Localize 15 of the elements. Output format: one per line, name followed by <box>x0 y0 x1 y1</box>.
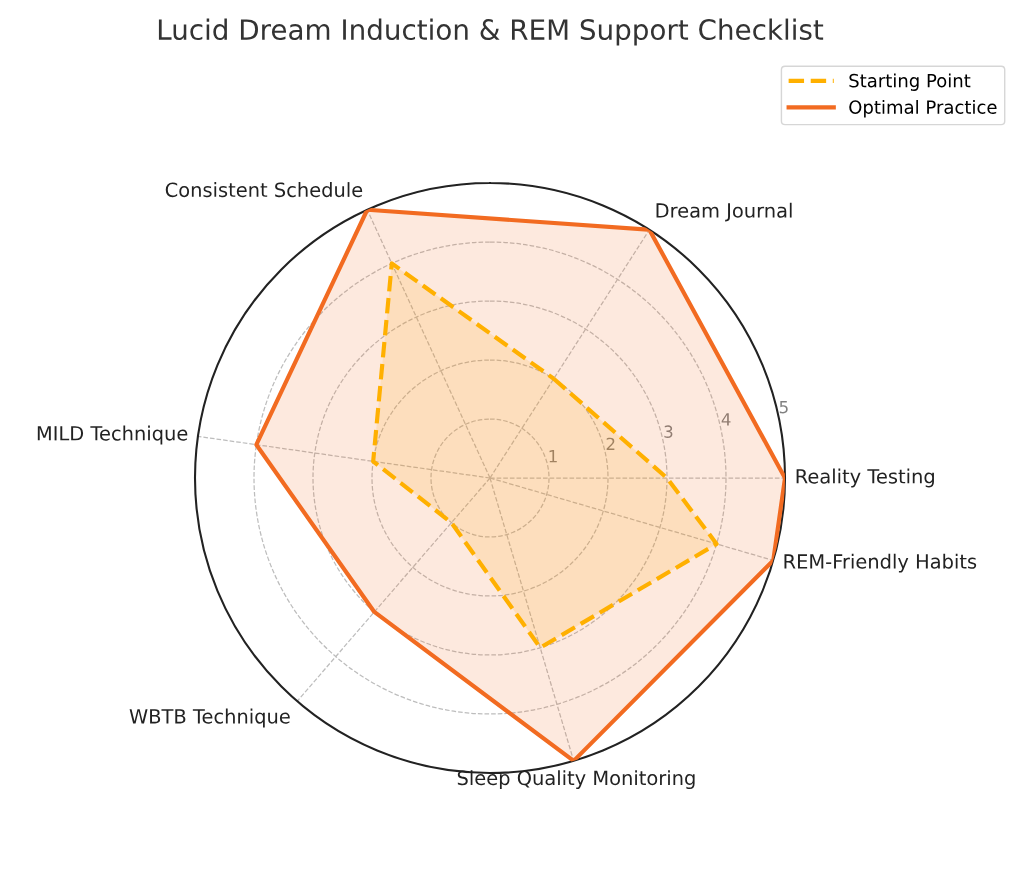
spoke-label: Dream Journal <box>656 202 792 222</box>
legend-label: Optimal Practice <box>849 99 997 118</box>
y-tick-label: 1 <box>549 450 557 463</box>
y-tick-label: 4 <box>721 413 731 426</box>
spoke-label: REM-Friendly Habits <box>784 553 977 573</box>
legend-label: Starting Point <box>849 73 971 91</box>
spoke-label: MILD Technique <box>37 425 188 445</box>
chart-title: Lucid Dream Induction & REM Support Checklist <box>158 18 824 46</box>
spoke-label: WBTB Technique <box>129 708 290 728</box>
y-tick-label: 3 <box>664 425 673 438</box>
y-tick-label: 5 <box>779 401 788 414</box>
spoke-label: Reality Testing <box>796 468 934 488</box>
y-tick-label: 2 <box>606 437 615 450</box>
spoke-label: Sleep Quality Monitoring <box>457 770 695 790</box>
spoke-label: Consistent Schedule <box>165 182 363 198</box>
